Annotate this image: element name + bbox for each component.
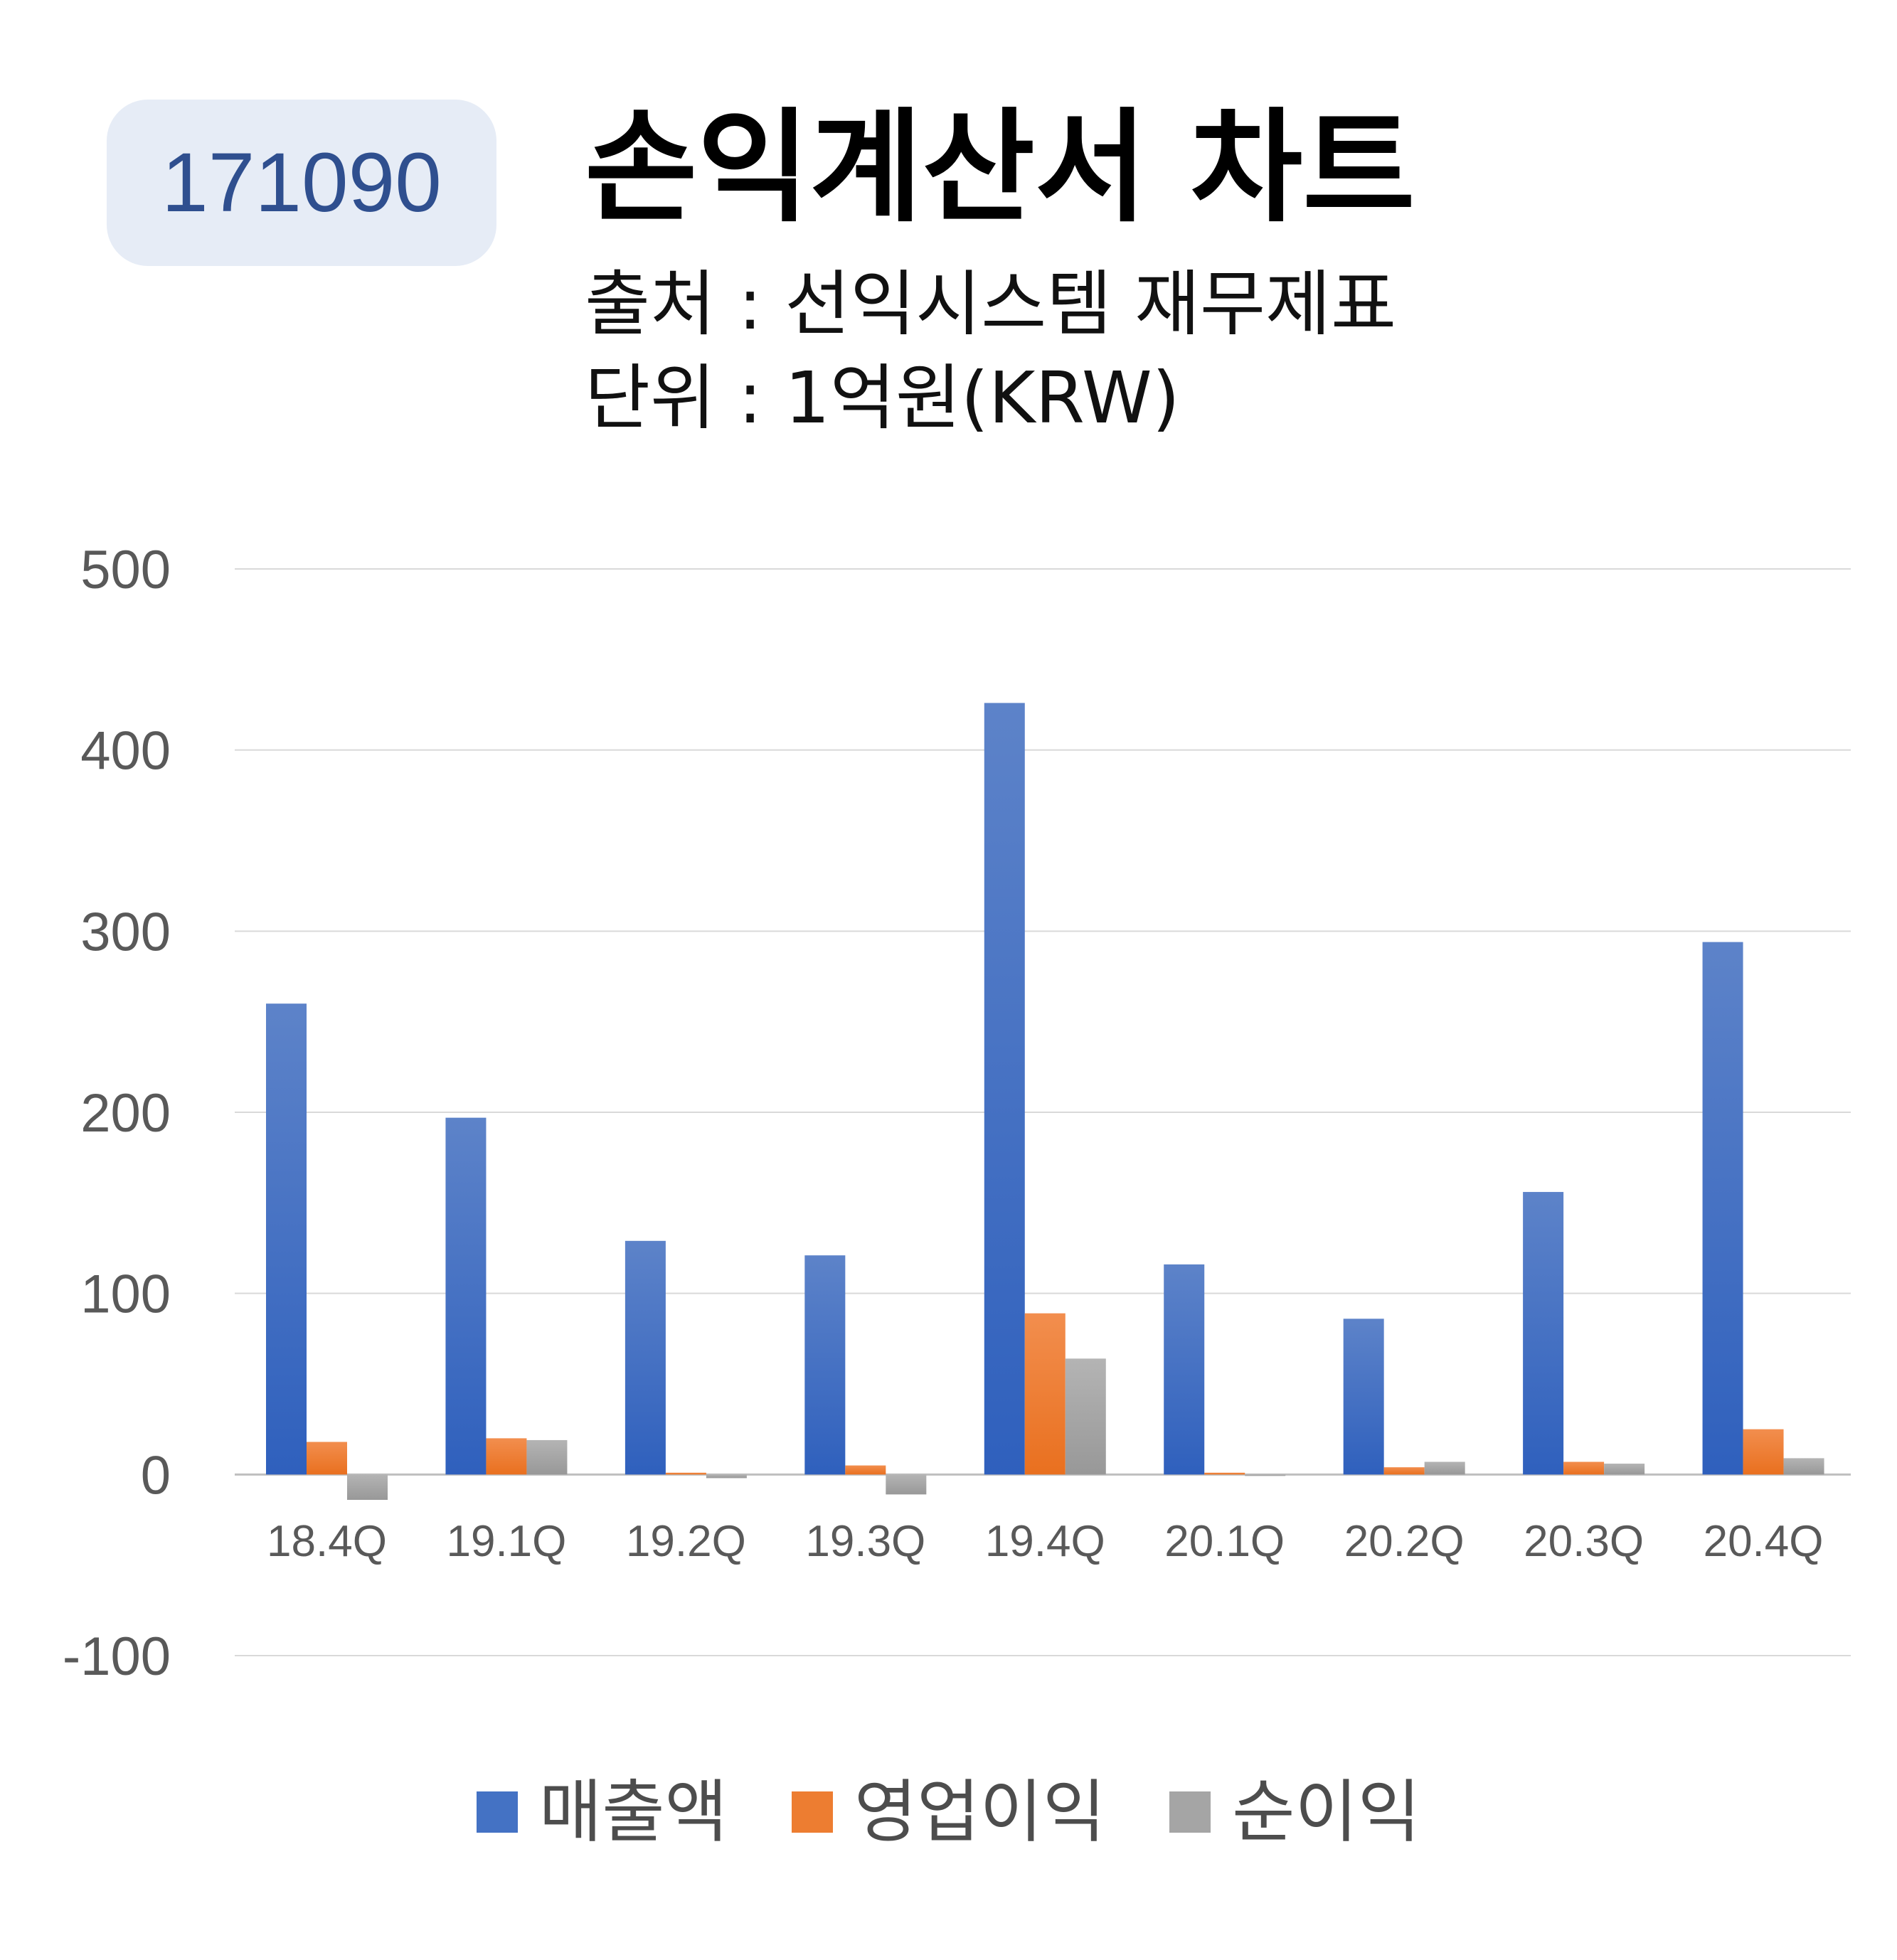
bar-operating-profit bbox=[1383, 1467, 1425, 1475]
x-tick-label: 19.4Q bbox=[985, 1517, 1105, 1566]
x-tick-label: 20.4Q bbox=[1704, 1517, 1824, 1566]
legend-label-operating-profit: 영업이익 bbox=[854, 1772, 1106, 1852]
x-tick-label: 20.1Q bbox=[1164, 1517, 1285, 1566]
bar-operating-profit bbox=[1024, 1313, 1066, 1475]
bar-revenue bbox=[984, 703, 1025, 1475]
bar-net-profit bbox=[1065, 1358, 1106, 1475]
y-tick-label: 500 bbox=[80, 540, 171, 600]
y-tick-label: -100 bbox=[63, 1626, 171, 1687]
bar-net-profit bbox=[1245, 1474, 1286, 1476]
bar-operating-profit bbox=[1743, 1429, 1784, 1475]
x-tick-label: 19.3Q bbox=[805, 1517, 925, 1566]
y-tick-label: 0 bbox=[141, 1445, 171, 1506]
bar-net-profit bbox=[706, 1474, 747, 1479]
chart-legend: 매출액 영업이익 순이익 bbox=[0, 1778, 1897, 1846]
legend-swatch-operating-profit bbox=[791, 1791, 833, 1833]
unit-label: 단위 : 1억원(KRW) bbox=[585, 356, 1180, 440]
bar-net-profit bbox=[1424, 1461, 1465, 1475]
legend-swatch-net-profit bbox=[1169, 1791, 1211, 1833]
x-tick-label: 20.3Q bbox=[1524, 1517, 1644, 1566]
y-tick-label: 300 bbox=[80, 902, 171, 962]
y-tick-label: 200 bbox=[80, 1083, 171, 1144]
legend-label-net-profit: 순이익 bbox=[1232, 1772, 1421, 1852]
bar-net-profit bbox=[526, 1439, 568, 1475]
bar-revenue bbox=[625, 1240, 666, 1475]
bar-revenue bbox=[445, 1117, 487, 1475]
source-label: 출처 : 선익시스템 재무제표 bbox=[585, 262, 1397, 346]
bar-operating-profit bbox=[665, 1472, 706, 1475]
legend-swatch-revenue bbox=[476, 1791, 518, 1833]
x-tick-label: 18.4Q bbox=[267, 1517, 387, 1566]
legend-item-operating-profit: 영업이익 bbox=[791, 1772, 1106, 1852]
stock-code-badge: 171090 bbox=[107, 100, 496, 266]
bar-net-profit bbox=[1604, 1464, 1645, 1475]
bar-revenue bbox=[1343, 1319, 1384, 1475]
x-tick-label: 19.2Q bbox=[626, 1517, 746, 1566]
bar-net-profit bbox=[886, 1474, 927, 1495]
bar-operating-profit bbox=[1563, 1461, 1605, 1475]
bar-revenue bbox=[804, 1255, 846, 1475]
legend-label-revenue: 매출액 bbox=[538, 1772, 728, 1852]
bar-revenue bbox=[1702, 942, 1743, 1475]
y-tick-label: 400 bbox=[80, 721, 171, 782]
x-tick-label: 20.2Q bbox=[1344, 1517, 1465, 1566]
legend-item-revenue: 매출액 bbox=[476, 1772, 728, 1852]
bar-net-profit bbox=[1783, 1458, 1824, 1475]
y-tick-label: 100 bbox=[80, 1264, 171, 1325]
bar-revenue bbox=[1164, 1264, 1205, 1475]
bar-operating-profit bbox=[307, 1442, 347, 1475]
legend-item-net-profit: 순이익 bbox=[1169, 1778, 1420, 1846]
bar-net-profit bbox=[347, 1474, 388, 1500]
bar-operating-profit bbox=[1204, 1472, 1245, 1475]
x-tick-label: 19.1Q bbox=[446, 1517, 566, 1566]
income-statement-chart: 500 400 300 200 100 0 -100 18.4Q 19.1Q 19.2Q 19.3Q… bbox=[63, 540, 1851, 1687]
stock-code: 171090 bbox=[161, 136, 442, 230]
chart-title: 손익계산서 차트 bbox=[585, 96, 1415, 239]
bar-operating-profit bbox=[845, 1465, 886, 1475]
bar-revenue bbox=[1523, 1192, 1564, 1475]
bar-operating-profit bbox=[486, 1438, 527, 1475]
bar-revenue bbox=[266, 1003, 307, 1475]
